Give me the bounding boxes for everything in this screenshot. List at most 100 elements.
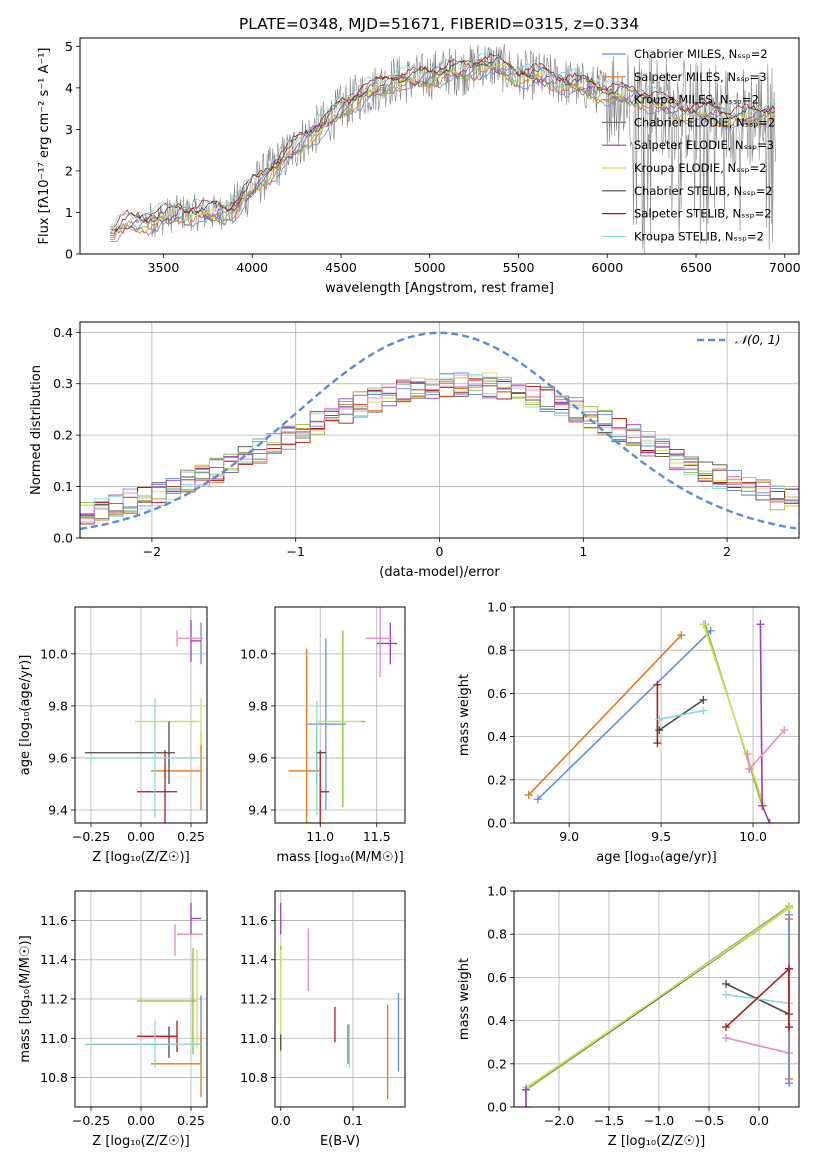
ebv-mass-xtick-label: 0.1	[343, 1113, 363, 1128]
normal-distribution-curve	[80, 331, 797, 531]
z-age-xtick-label: −0.25	[72, 829, 110, 844]
ebv-mass-axes: 0.0 0.1 10.8 11.0 11.2 11.4 11.6 E(B-V)	[240, 890, 406, 1149]
weight-line	[525, 907, 790, 1089]
z-age-ytick-label: 9.8	[48, 698, 68, 713]
weight-point-marker	[758, 801, 767, 810]
residuals-xtick-label: −2	[143, 544, 161, 559]
weight-point-marker	[699, 695, 708, 704]
weight-point-marker	[780, 726, 789, 735]
weight-point-marker	[785, 1023, 793, 1032]
z-weight-ytick-label: 1.0	[487, 884, 507, 899]
z-mass-axes: −0.25 0.00 0.25 10.8 11.0 11.2 11.4 11.6 Z [log₁…	[18, 890, 208, 1149]
residuals-axes: −2 −1 0 1 2 0.0 0.1 0.2 0.3 0.4 (data-model)/error…	[29, 321, 800, 580]
z-weight-ytick-label: 0.4	[487, 1013, 507, 1028]
age-weight-ytick-label: 0.6	[487, 686, 507, 701]
residuals-xtick-label: −1	[286, 544, 304, 559]
spectrum-ytick-label: 4	[65, 80, 73, 95]
weight-point-marker	[785, 1079, 793, 1088]
spectrum-ytick-label: 1	[65, 205, 73, 220]
spectrum-axes: 3500 4000 4500 5000 5500 6000 6500 7000 0 1 2 3 4 5 wa…	[37, 37, 801, 296]
weight-point-marker	[743, 749, 752, 758]
weight-point-marker	[706, 626, 715, 635]
mass-age-ytick-label: 9.6	[248, 750, 268, 765]
spectrum-xtick-label: 3500	[148, 260, 180, 275]
legend-label: Chabrier MILES, Nₛₛₚ=2	[634, 47, 768, 61]
z-weight-ytick-label: 0.2	[487, 1056, 507, 1071]
legend-label: Chabrier ELODIE, Nₛₛₚ=2	[634, 115, 775, 129]
z-mass-ytick-label: 11.2	[40, 992, 68, 1007]
mass-age-xtick-label: 11.0	[306, 829, 334, 844]
weight-point-marker	[765, 819, 774, 823]
z-age-frame	[74, 606, 208, 824]
z-weight-xtick-label: 0.0	[749, 1113, 769, 1128]
z-weight-plot-area	[522, 902, 793, 1107]
weight-point-marker	[785, 910, 793, 919]
weight-point-marker	[655, 726, 664, 735]
z-weight-frame	[513, 890, 800, 1108]
model-spectrum-line-c8	[110, 49, 776, 226]
ebv-mass-frame	[274, 890, 406, 1108]
legend-label: Kroupa STELIB, Nₛₛₚ=2	[634, 229, 764, 243]
spectrum-ylabel: Flux [fλ10⁻¹⁷ erg cm⁻² s⁻¹ A⁻¹]	[37, 48, 52, 245]
spectrum-ytick-label: 2	[65, 163, 73, 178]
ebv-mass-plot-area	[280, 902, 400, 1100]
z-mass-xlabel: Z [log₁₀(Z/Z☉)]	[92, 1134, 189, 1149]
residuals-ytick-label: 0.3	[53, 376, 73, 391]
z-mass-ytick-label: 11.4	[40, 952, 68, 967]
spectrum-ytick-label: 0	[65, 247, 73, 262]
z-age-ytick-label: 9.4	[48, 802, 68, 817]
residual-histogram-c7	[80, 378, 799, 515]
z-weight-ytick-label: 0.0	[487, 1100, 507, 1115]
age-weight-frame	[513, 606, 800, 824]
weight-point-marker	[522, 1085, 530, 1094]
z-mass-xtick-label: 0.00	[127, 1113, 155, 1128]
age-weight-ytick-label: 0.8	[487, 643, 507, 658]
legend-label-normal: 𝒩(0, 1)	[735, 332, 781, 347]
z-weight-xlabel: Z [log₁₀(Z/Z☉)]	[608, 1134, 705, 1149]
weight-point-marker	[785, 964, 793, 973]
weight-point-marker	[722, 990, 730, 999]
ebv-mass-ytick-label: 11.6	[240, 913, 268, 928]
ebv-mass-ytick-label: 11.2	[240, 992, 268, 1007]
legend-label: Salpeter MILES, Nₛₛₚ=3	[634, 70, 767, 84]
z-age-ytick-label: 10.0	[40, 646, 68, 661]
weight-point-marker	[524, 790, 533, 799]
spectrum-ytick-label: 5	[65, 39, 73, 54]
z-weight-ytick-label: 0.6	[487, 970, 507, 985]
age-weight-ytick-label: 1.0	[487, 600, 507, 615]
spectrum-xtick-label: 7000	[769, 260, 801, 275]
ebv-mass-ytick-label: 10.8	[240, 1070, 268, 1085]
ebv-mass-xtick-label: 0.0	[271, 1113, 291, 1128]
weight-point-marker	[653, 680, 662, 689]
z-mass-frame	[74, 890, 208, 1108]
legend-label: Salpeter ELODIE, Nₛₛₚ=3	[634, 138, 774, 152]
age-weight-plot-area	[524, 620, 789, 823]
weight-line	[725, 968, 790, 1028]
residuals-xtick-label: 2	[723, 544, 731, 559]
spectrum-xtick-label: 4500	[325, 260, 357, 275]
weight-point-marker	[655, 715, 664, 724]
residuals-ytick-label: 0.4	[53, 325, 73, 340]
spectrum-xtick-label: 5500	[503, 260, 535, 275]
spectrum-legend: Chabrier MILES, Nₛₛₚ=2 Salpeter MILES, Nₛ…	[602, 47, 775, 243]
z-mass-plot-area	[85, 902, 203, 1098]
mass-age-frame	[274, 606, 406, 824]
z-weight-ylabel: mass weight	[457, 958, 472, 1040]
z-age-xtick-label: 0.00	[127, 829, 155, 844]
weight-point-marker	[699, 620, 708, 629]
ebv-mass-ytick-label: 11.0	[240, 1031, 268, 1046]
residual-histogram-c9	[80, 374, 799, 523]
figure-title: PLATE=0348, MJD=51671, FIBERID=0315, z=0…	[239, 15, 639, 33]
spectrum-frame	[79, 37, 800, 255]
age-weight-ytick-label: 0.4	[487, 729, 507, 744]
z-weight-xtick-label: −1.0	[644, 1113, 674, 1128]
weight-point-marker	[699, 706, 708, 715]
residuals-xlabel: (data-model)/error	[379, 565, 500, 580]
weight-line	[528, 634, 682, 796]
weight-point-marker	[722, 979, 730, 988]
spectrum-xtick-label: 6000	[591, 260, 623, 275]
age-weight-axes: 9.0 9.5 10.0 0.0 0.2 0.4 0.6 0.8 1.0 age [log₁₀(a…	[457, 600, 800, 865]
model-spectrum-line-c5	[110, 58, 776, 235]
z-mass-ytick-label: 10.8	[40, 1070, 68, 1085]
z-weight-xtick-label: −0.5	[694, 1113, 724, 1128]
